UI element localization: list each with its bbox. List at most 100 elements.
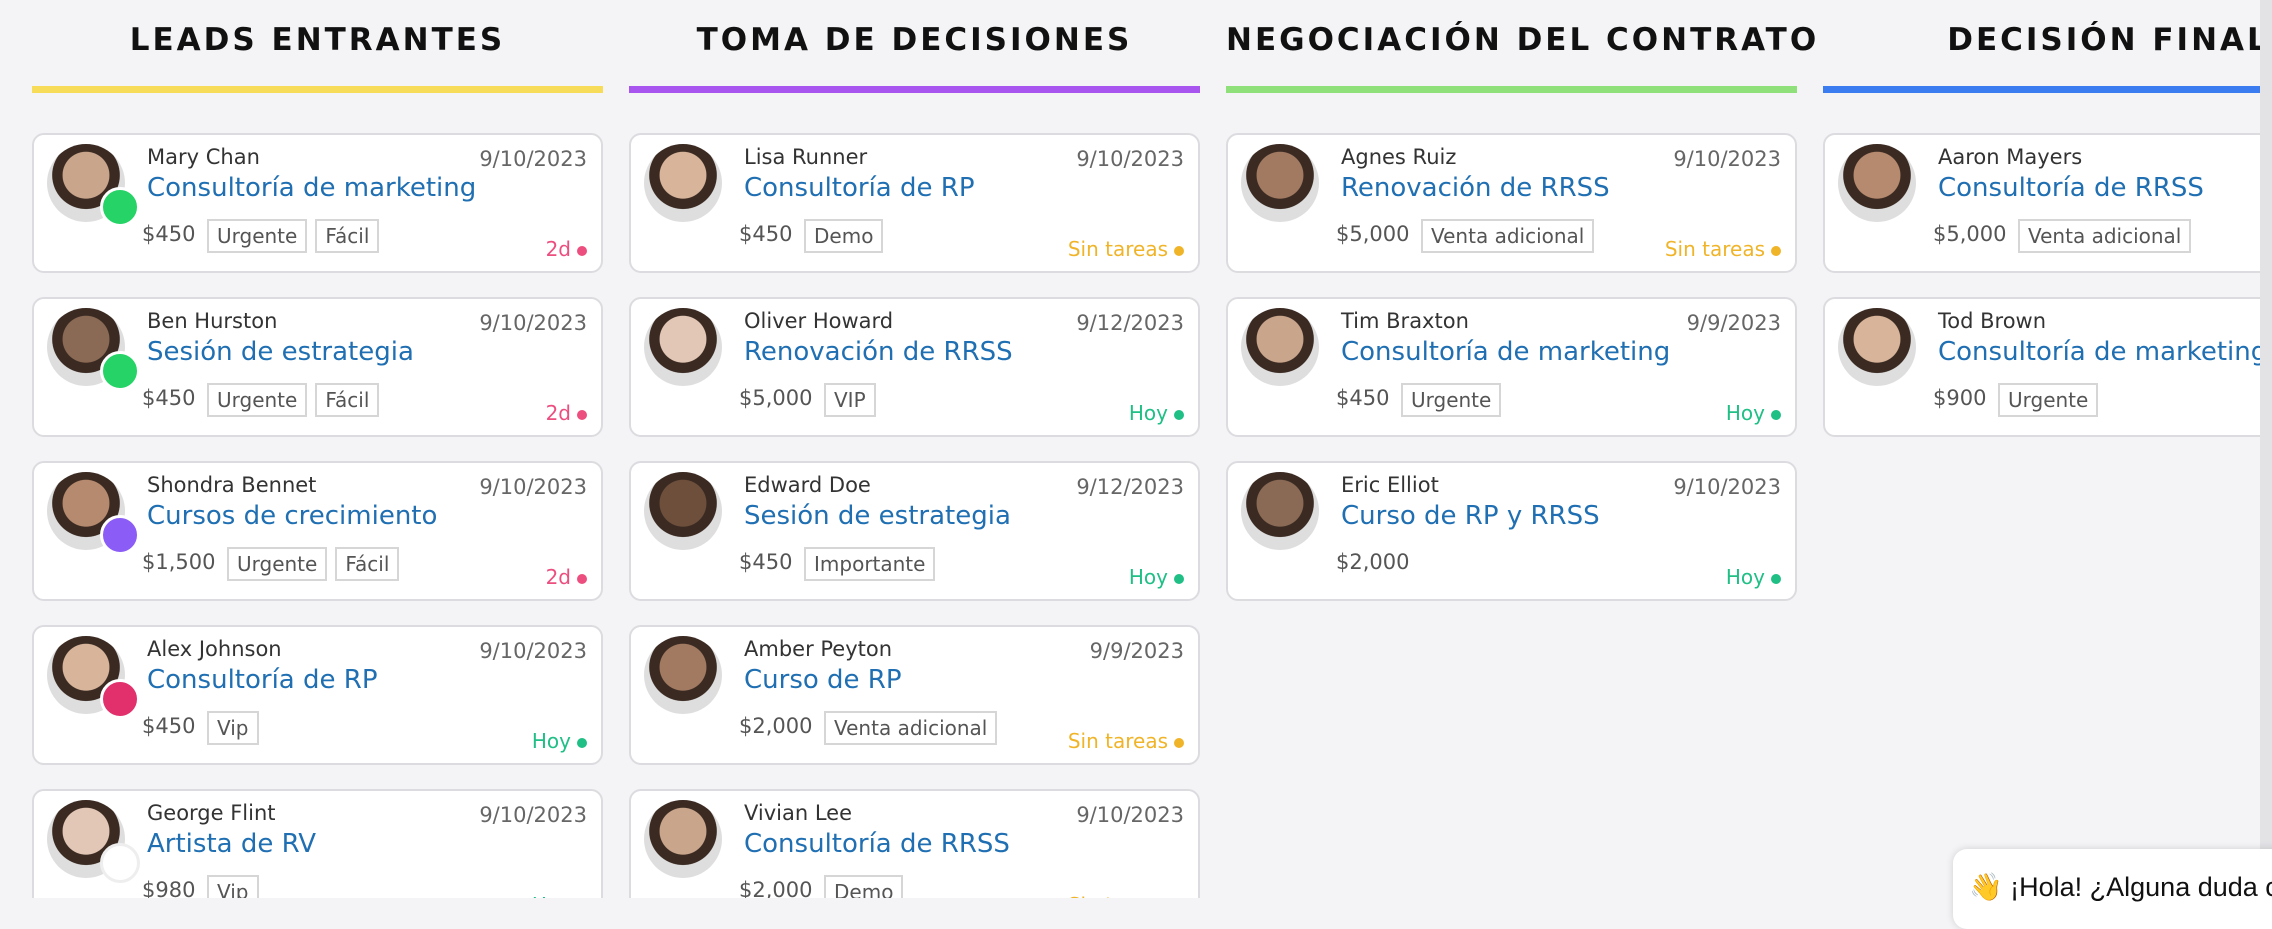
deal-date: 9/10/2023 [1076,147,1184,171]
lead-card[interactable]: George Flint Artista de RV $980 Vip 9/10/202… [32,789,603,898]
deal-title[interactable]: Sesión de estrategia [147,337,414,367]
column-title: NEGOCIACIÓN DEL CONTRATO [1226,22,1820,58]
lead-card[interactable]: Agnes Ruiz Renovación de RRSS $5,000 Venta … [1226,133,1797,273]
tag: Fácil [335,547,400,581]
chat-text: 👋 ¡Hola! ¿Alguna duda c [1969,872,2272,902]
scrollbar[interactable] [2260,0,2272,898]
contact-name: Shondra Bennet [147,473,317,497]
contact-name: Alex Johnson [147,637,282,661]
column: NEGOCIACIÓN DEL CONTRATO Agnes Ruiz Renova… [1226,0,1820,898]
column-title: LEADS ENTRANTES [129,22,506,58]
contact-name: Vivian Lee [744,801,853,825]
lead-card[interactable]: Shondra Bennet Cursos de crecimiento $1,50… [32,461,603,601]
lead-card[interactable]: Mary Chan Consultoría de marketing $450 Urg… [32,133,603,273]
avatar [644,308,722,386]
status-dot [1771,574,1781,584]
deal-title[interactable]: Curso de RP [744,665,902,695]
column-title: DECISIÓN FINAL [1947,22,2260,58]
lead-card[interactable]: Eric Elliot Curso de RP y RRSS $2,000 9/10/… [1226,461,1797,601]
avatar [1838,144,1916,222]
tag: Urgente [207,219,308,253]
lead-card[interactable]: Tod Brown Consultoría de marketing $900 Urg… [1823,297,2260,437]
tag: Importante [804,547,936,581]
status-dot [1174,410,1184,420]
channel-icon [100,187,140,227]
deal-title[interactable]: Consultoría de RRSS [744,829,1010,859]
lead-card[interactable]: Oliver Howard Renovación de RRSS $5,000 VIP… [629,297,1200,437]
deal-title[interactable]: Renovación de RRSS [744,337,1013,367]
deal-title[interactable]: Curso de RP y RRSS [1341,501,1600,531]
lead-card[interactable]: Alex Johnson Consultoría de RP $450 Vip 9/10… [32,625,603,765]
task-status: Sin tareas [1067,237,1168,261]
task-status: 2d [545,565,571,589]
task-status: Sin tareas [1067,729,1168,753]
channel-icon [100,679,140,719]
channel-icon [100,351,140,391]
tag-list: Demo [824,875,904,898]
chat-widget[interactable]: 👋 ¡Hola! ¿Alguna duda c [1953,849,2272,929]
avatar [1241,472,1319,550]
task-status: Hoy [1128,401,1168,425]
contact-name: Mary Chan [147,145,260,169]
status-dot [577,738,587,748]
deal-amount: $450 [739,222,793,246]
deal-date: 9/9/2023 [1686,311,1781,335]
deal-amount: $1,500 [142,550,216,574]
tag-list: Urgente [1401,383,1502,417]
deal-title[interactable]: Consultoría de RRSS [1938,173,2204,203]
task-status: Sin tareas [1664,237,1765,261]
task-status: Hoy [531,729,571,753]
tag: Demo [824,875,904,898]
column-title: TOMA DE DECISIONES [696,22,1133,58]
tag: Vip [207,875,259,898]
lead-card[interactable]: Amber Peyton Curso de RP $2,000 Venta adici… [629,625,1200,765]
avatar [644,636,722,714]
page: LEADS ENTRANTES Mary Chan Consultoría de m… [32,0,2272,929]
lead-card[interactable]: Ben Hurston Sesión de estrategia $450 Urgen… [32,297,603,437]
tag: Fácil [315,219,380,253]
lead-card[interactable]: Edward Doe Sesión de estrategia $450 Import… [629,461,1200,601]
lead-card[interactable]: Aaron Mayers Consultoría de RRSS $5,000 Ven… [1823,133,2260,273]
status-dot [577,410,587,420]
lead-card[interactable]: Vivian Lee Consultoría de RRSS $2,000 Demo 9… [629,789,1200,898]
tag-list: Vip [207,711,259,745]
tag: Demo [804,219,884,253]
tag: Venta adicional [824,711,998,745]
deal-title[interactable]: Renovación de RRSS [1341,173,1610,203]
deal-title[interactable]: Cursos de crecimiento [147,501,438,531]
column-underline [629,86,1200,93]
deal-date: 9/12/2023 [1076,311,1184,335]
tag-list: Urgente [1998,383,2099,417]
deal-amount: $5,000 [739,386,813,410]
avatar [644,800,722,878]
tag-list: Urgente Fácil [207,383,380,417]
tag-list: Vip [207,875,259,898]
lead-card[interactable]: Tim Braxton Consultoría de marketing $450 U… [1226,297,1797,437]
avatar [644,472,722,550]
deal-title[interactable]: Sesión de estrategia [744,501,1011,531]
task-status: 2d [545,401,571,425]
status-dot [1174,738,1184,748]
contact-name: Tim Braxton [1341,309,1469,333]
deal-title[interactable]: Consultoría de marketing [1938,337,2260,367]
avatar [1241,308,1319,386]
avatar [1241,144,1319,222]
tag: Venta adicional [2018,219,2192,253]
deal-title[interactable]: Consultoría de marketing [1341,337,1671,367]
tag: Venta adicional [1421,219,1595,253]
status-dot [1771,410,1781,420]
tag-list: Venta adicional [2018,219,2192,253]
tag: VIP [824,383,876,417]
contact-name: Agnes Ruiz [1341,145,1457,169]
deal-title[interactable]: Consultoría de RP [147,665,378,695]
tag: Urgente [1401,383,1502,417]
deal-title[interactable]: Artista de RV [147,829,317,859]
contact-name: Oliver Howard [744,309,894,333]
column-underline [1226,86,1797,93]
status-dot [1771,246,1781,256]
lead-card[interactable]: Lisa Runner Consultoría de RP $450 Demo 9/10… [629,133,1200,273]
contact-name: Lisa Runner [744,145,868,169]
deal-title[interactable]: Consultoría de marketing [147,173,477,203]
deal-amount: $450 [142,386,196,410]
deal-title[interactable]: Consultoría de RP [744,173,975,203]
